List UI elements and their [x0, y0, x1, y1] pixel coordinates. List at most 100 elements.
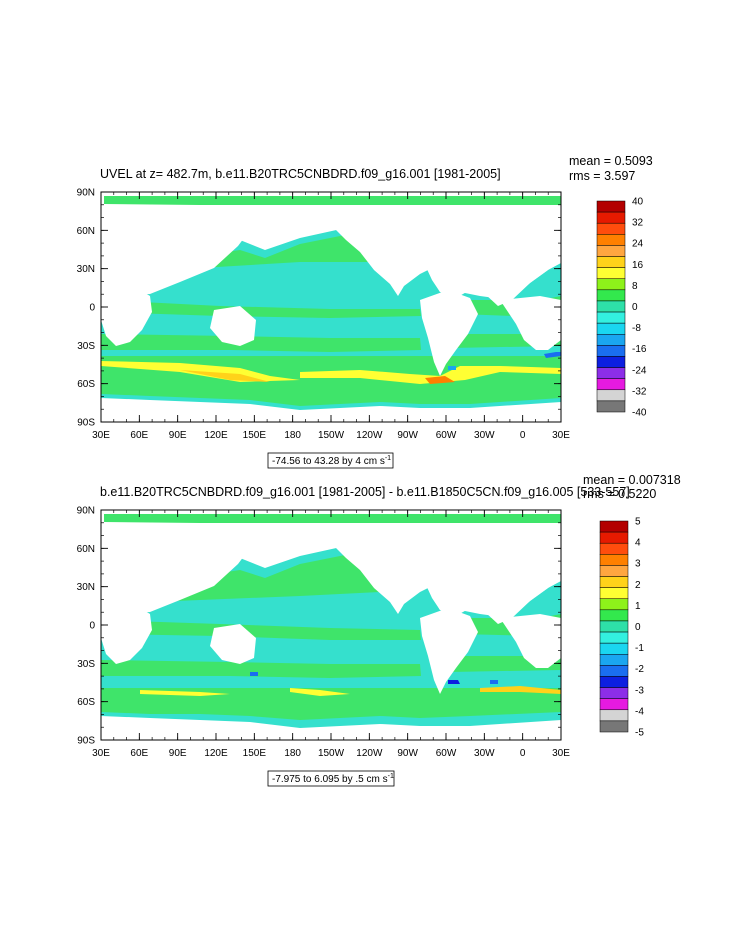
colorbar-swatch — [599, 609, 629, 622]
lower-map — [101, 510, 561, 740]
colorbar-label: 16 — [632, 260, 644, 271]
colorbar-swatch — [599, 531, 629, 544]
upper-land-south-america — [420, 290, 478, 376]
colorbar-swatch — [599, 565, 629, 577]
colorbar-swatch — [596, 356, 626, 368]
colorbar-label: -1 — [635, 643, 644, 654]
x-tick-label: 30E — [552, 430, 570, 441]
lower-range-box — [267, 770, 395, 787]
colorbar-swatch — [596, 311, 626, 324]
panel-lower: b.e11.B20TRC5CNBDRD.f09_g16.001 [1981-20… — [77, 473, 681, 787]
x-tick-label: 30E — [552, 748, 570, 759]
upper-range-label: -74.56 to 43.28 by 4 cm s-1 — [272, 455, 391, 467]
upper-land-australia — [210, 306, 256, 346]
colorbar-label: -40 — [632, 408, 647, 419]
colorbar-swatch — [596, 278, 626, 291]
colorbar-swatch — [599, 709, 629, 722]
colorbar-swatch — [599, 620, 629, 633]
colorbar-swatch — [599, 631, 629, 644]
upper-land-eurasia — [101, 205, 250, 300]
x-tick-label: 180 — [284, 748, 301, 759]
upper-mean: mean = 0.5093 — [569, 154, 653, 168]
colorbar-swatch — [596, 334, 626, 346]
upper-land-africa-east — [500, 296, 561, 350]
lower-tick-labels: 30E 60E 90E 120E 150E 180 150W 120W 90W 60W 30W 0 30… — [77, 506, 571, 760]
upper-rms: rms = 3.597 — [569, 169, 635, 183]
colorbar-swatch — [596, 367, 626, 379]
upper-colorbar: 40 32 24 16 8 0 -8 -16 -24 -32 -40 — [596, 197, 647, 419]
lower-axis-ticks — [100, 509, 562, 741]
y-tick-label: 60S — [77, 379, 95, 390]
y-tick-label: 30S — [77, 659, 95, 670]
colorbar-label: 0 — [632, 302, 638, 313]
colorbar-swatch — [599, 587, 629, 599]
panel-upper: UVEL at z= 482.7m, b.e11.B20TRC5CNBDRD.f… — [77, 154, 653, 469]
colorbar-swatch — [599, 698, 629, 711]
colorbar-swatch — [599, 554, 629, 566]
colorbar-swatch — [596, 322, 626, 335]
colorbar-swatch — [599, 676, 629, 688]
colorbar-label: -4 — [635, 706, 644, 717]
x-tick-label: 150E — [243, 430, 267, 441]
y-tick-label: 90N — [77, 506, 95, 517]
colorbar-swatch — [596, 200, 626, 213]
colorbar-swatch — [596, 267, 626, 279]
y-tick-label: 0 — [89, 303, 95, 314]
y-tick-label: 30N — [77, 582, 95, 593]
colorbar-swatch — [599, 654, 629, 666]
x-tick-label: 90W — [397, 430, 418, 441]
colorbar-label: 2 — [635, 580, 641, 591]
y-tick-label: 60N — [77, 544, 95, 555]
x-tick-label: 150W — [318, 430, 345, 441]
colorbar-swatch — [596, 400, 626, 413]
lower-mean: mean = 0.007318 — [583, 473, 681, 487]
upper-title: UVEL at z= 482.7m, b.e11.B20TRC5CNBDRD.f… — [100, 167, 501, 181]
colorbar-label: 5 — [635, 517, 641, 528]
x-tick-label: 30W — [474, 430, 495, 441]
colorbar-label: 8 — [632, 281, 638, 292]
colorbar-label: -2 — [635, 664, 644, 675]
upper-tick-labels: 30E 60E 90E 120E 150E 180 150W 120W 90W 60W 30W 0 30… — [77, 188, 571, 442]
y-tick-label: 60S — [77, 697, 95, 708]
x-tick-label: 120E — [204, 748, 228, 759]
colorbar-swatch — [596, 345, 626, 357]
colorbar-label: 0 — [635, 622, 641, 633]
upper-range-box — [267, 452, 394, 469]
lower-rms: rms = 0.5220 — [583, 487, 656, 501]
y-tick-label: 60N — [77, 226, 95, 237]
colorbar-swatch — [596, 245, 626, 257]
y-tick-label: 90S — [77, 736, 95, 747]
colorbar-swatch — [599, 542, 629, 555]
colorbar-swatch — [599, 598, 629, 611]
colorbar-swatch — [596, 289, 626, 302]
upper-map — [101, 192, 561, 422]
x-tick-label: 30W — [474, 748, 495, 759]
x-tick-label: 90E — [169, 748, 187, 759]
colorbar-swatch — [596, 222, 626, 235]
y-tick-label: 0 — [89, 621, 95, 632]
x-tick-label: 120W — [356, 430, 383, 441]
x-tick-label: 30E — [92, 748, 110, 759]
colorbar-swatch — [596, 256, 626, 268]
lower-range-label: -7.975 to 6.095 by .5 cm s-1 — [272, 773, 394, 785]
x-tick-label: 60W — [436, 430, 457, 441]
x-tick-label: 180 — [284, 430, 301, 441]
colorbar-label: 40 — [632, 197, 644, 208]
upper-axis-ticks — [100, 191, 562, 423]
x-tick-label: 120W — [356, 748, 383, 759]
colorbar-swatch — [599, 576, 629, 588]
x-tick-label: 150W — [318, 748, 345, 759]
colorbar-swatch — [596, 211, 626, 224]
x-tick-label: 60W — [436, 748, 457, 759]
x-tick-label: 90E — [169, 430, 187, 441]
y-tick-label: 30S — [77, 341, 95, 352]
x-tick-label: 120E — [204, 430, 228, 441]
colorbar-label: 3 — [635, 559, 641, 570]
y-tick-label: 30N — [77, 264, 95, 275]
upper-land-africa — [101, 282, 152, 346]
colorbar-label: -8 — [632, 323, 641, 334]
colorbar-swatch — [596, 378, 626, 391]
x-tick-label: 90W — [397, 748, 418, 759]
colorbar-swatch — [599, 720, 629, 733]
